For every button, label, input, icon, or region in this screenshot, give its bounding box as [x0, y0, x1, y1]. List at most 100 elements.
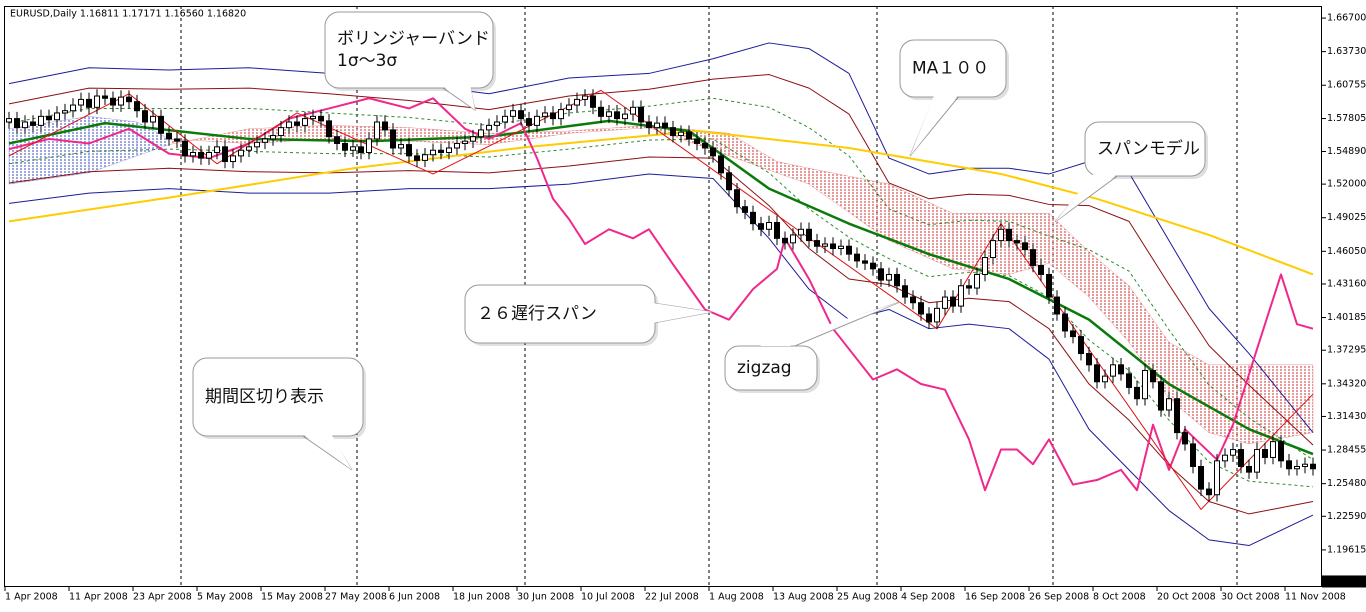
x-tick-label: 1 Apr 2008	[5, 592, 58, 603]
x-tick-label: 15 May 2008	[261, 592, 323, 603]
candle-body	[542, 112, 548, 117]
y-tick-label: 1.19615	[1327, 544, 1366, 555]
candle-body	[1038, 264, 1044, 275]
candle-body	[926, 313, 932, 323]
candle-body	[78, 98, 84, 106]
candle-body	[358, 146, 364, 153]
candle-body	[446, 147, 452, 153]
candle-body	[534, 115, 540, 126]
candle-body	[806, 228, 812, 242]
candle-body	[454, 142, 460, 149]
candle-body	[854, 253, 860, 262]
y-tick-label: 1.52000	[1327, 179, 1366, 190]
candle-body	[526, 118, 532, 126]
candle-body	[598, 106, 604, 117]
y-tick-label: 1.54890	[1327, 146, 1366, 157]
candle-body	[94, 95, 100, 108]
x-tick-label: 11 Nov 2008	[1285, 592, 1346, 603]
candle-body	[910, 296, 916, 304]
candle-body	[702, 142, 708, 149]
candle-body	[1134, 386, 1140, 400]
callout-box	[192, 357, 364, 437]
candle-body	[1214, 460, 1220, 496]
candle-body	[1278, 441, 1284, 462]
candle-body	[1142, 369, 1148, 400]
callout-box	[324, 11, 494, 89]
candle-body	[662, 122, 668, 129]
candle-body	[670, 127, 676, 137]
callout-text: MA１００	[912, 59, 989, 79]
candle-body	[222, 146, 228, 163]
candle-body	[1150, 369, 1156, 383]
y-tick-label: 1.22590	[1327, 511, 1366, 522]
candle-body	[902, 285, 908, 298]
callout-text: ボリンジャーバンド	[337, 29, 490, 49]
x-tick-label: 25 Aug 2008	[837, 592, 898, 603]
candle-body	[1302, 463, 1308, 467]
x-tick-label: 13 Aug 2008	[773, 592, 834, 603]
y-tick-label: 1.31430	[1327, 411, 1366, 422]
candle-body	[614, 111, 620, 120]
candle-body	[862, 260, 868, 264]
candle-body	[110, 97, 116, 106]
candle-body	[70, 104, 76, 112]
candle-body	[750, 211, 756, 225]
x-tick-label: 30 Jun 2008	[517, 592, 574, 603]
candle-body	[838, 245, 844, 249]
x-tick-label: 22 Jul 2008	[645, 592, 699, 603]
candle-body	[310, 115, 316, 120]
plot-frame	[4, 6, 1322, 587]
candle-body	[630, 106, 636, 115]
candle-body	[510, 110, 516, 117]
candle-body	[774, 222, 780, 239]
candle-body	[1126, 373, 1132, 388]
candle-body	[470, 136, 476, 142]
candle-body	[1102, 375, 1108, 383]
candle-body	[350, 146, 356, 151]
candle-body	[942, 296, 948, 309]
candle-body	[398, 144, 404, 149]
x-tick-label: 11 Apr 2008	[69, 592, 128, 603]
y-tick-label: 1.37295	[1327, 345, 1366, 356]
candle-body	[1238, 449, 1244, 467]
candle-body	[230, 155, 236, 163]
candle-body	[150, 115, 156, 123]
candle-body	[1022, 242, 1028, 251]
candle-body	[1070, 330, 1076, 338]
candle-body	[654, 122, 660, 129]
candle-body	[382, 121, 388, 131]
candle-body	[1254, 449, 1260, 473]
candle-body	[46, 115, 52, 121]
candle-body	[790, 234, 796, 244]
candle-body	[998, 228, 1004, 242]
y-tick-label: 1.60755	[1327, 80, 1366, 91]
candle-body	[134, 101, 140, 112]
candle-body	[742, 206, 748, 213]
candle-body	[86, 98, 92, 108]
candle-body	[798, 228, 804, 236]
callout-tail-cover	[653, 303, 712, 323]
y-tick-label: 1.49025	[1327, 212, 1366, 223]
candle-body	[286, 121, 292, 129]
x-tick-label: 27 May 2008	[325, 592, 387, 603]
candle-body	[990, 240, 996, 259]
candle-body	[494, 121, 500, 126]
indicator-line	[8, 42, 1314, 433]
candle-body	[238, 149, 244, 157]
candle-body	[558, 109, 564, 120]
candle-body	[1166, 398, 1172, 411]
candle-body	[462, 140, 468, 144]
callout-tail-cover	[1055, 172, 1120, 222]
candle-body	[142, 110, 148, 123]
candle-body	[214, 146, 220, 153]
candle-body	[342, 142, 348, 151]
callout-text: zigzag	[737, 358, 792, 378]
candle-body	[118, 96, 124, 106]
x-tick-label: 5 May 2008	[197, 592, 253, 603]
candle-body	[974, 273, 980, 289]
callout-tail-cover	[760, 302, 900, 346]
price-marker	[1322, 575, 1366, 588]
candle-body	[1198, 465, 1204, 490]
